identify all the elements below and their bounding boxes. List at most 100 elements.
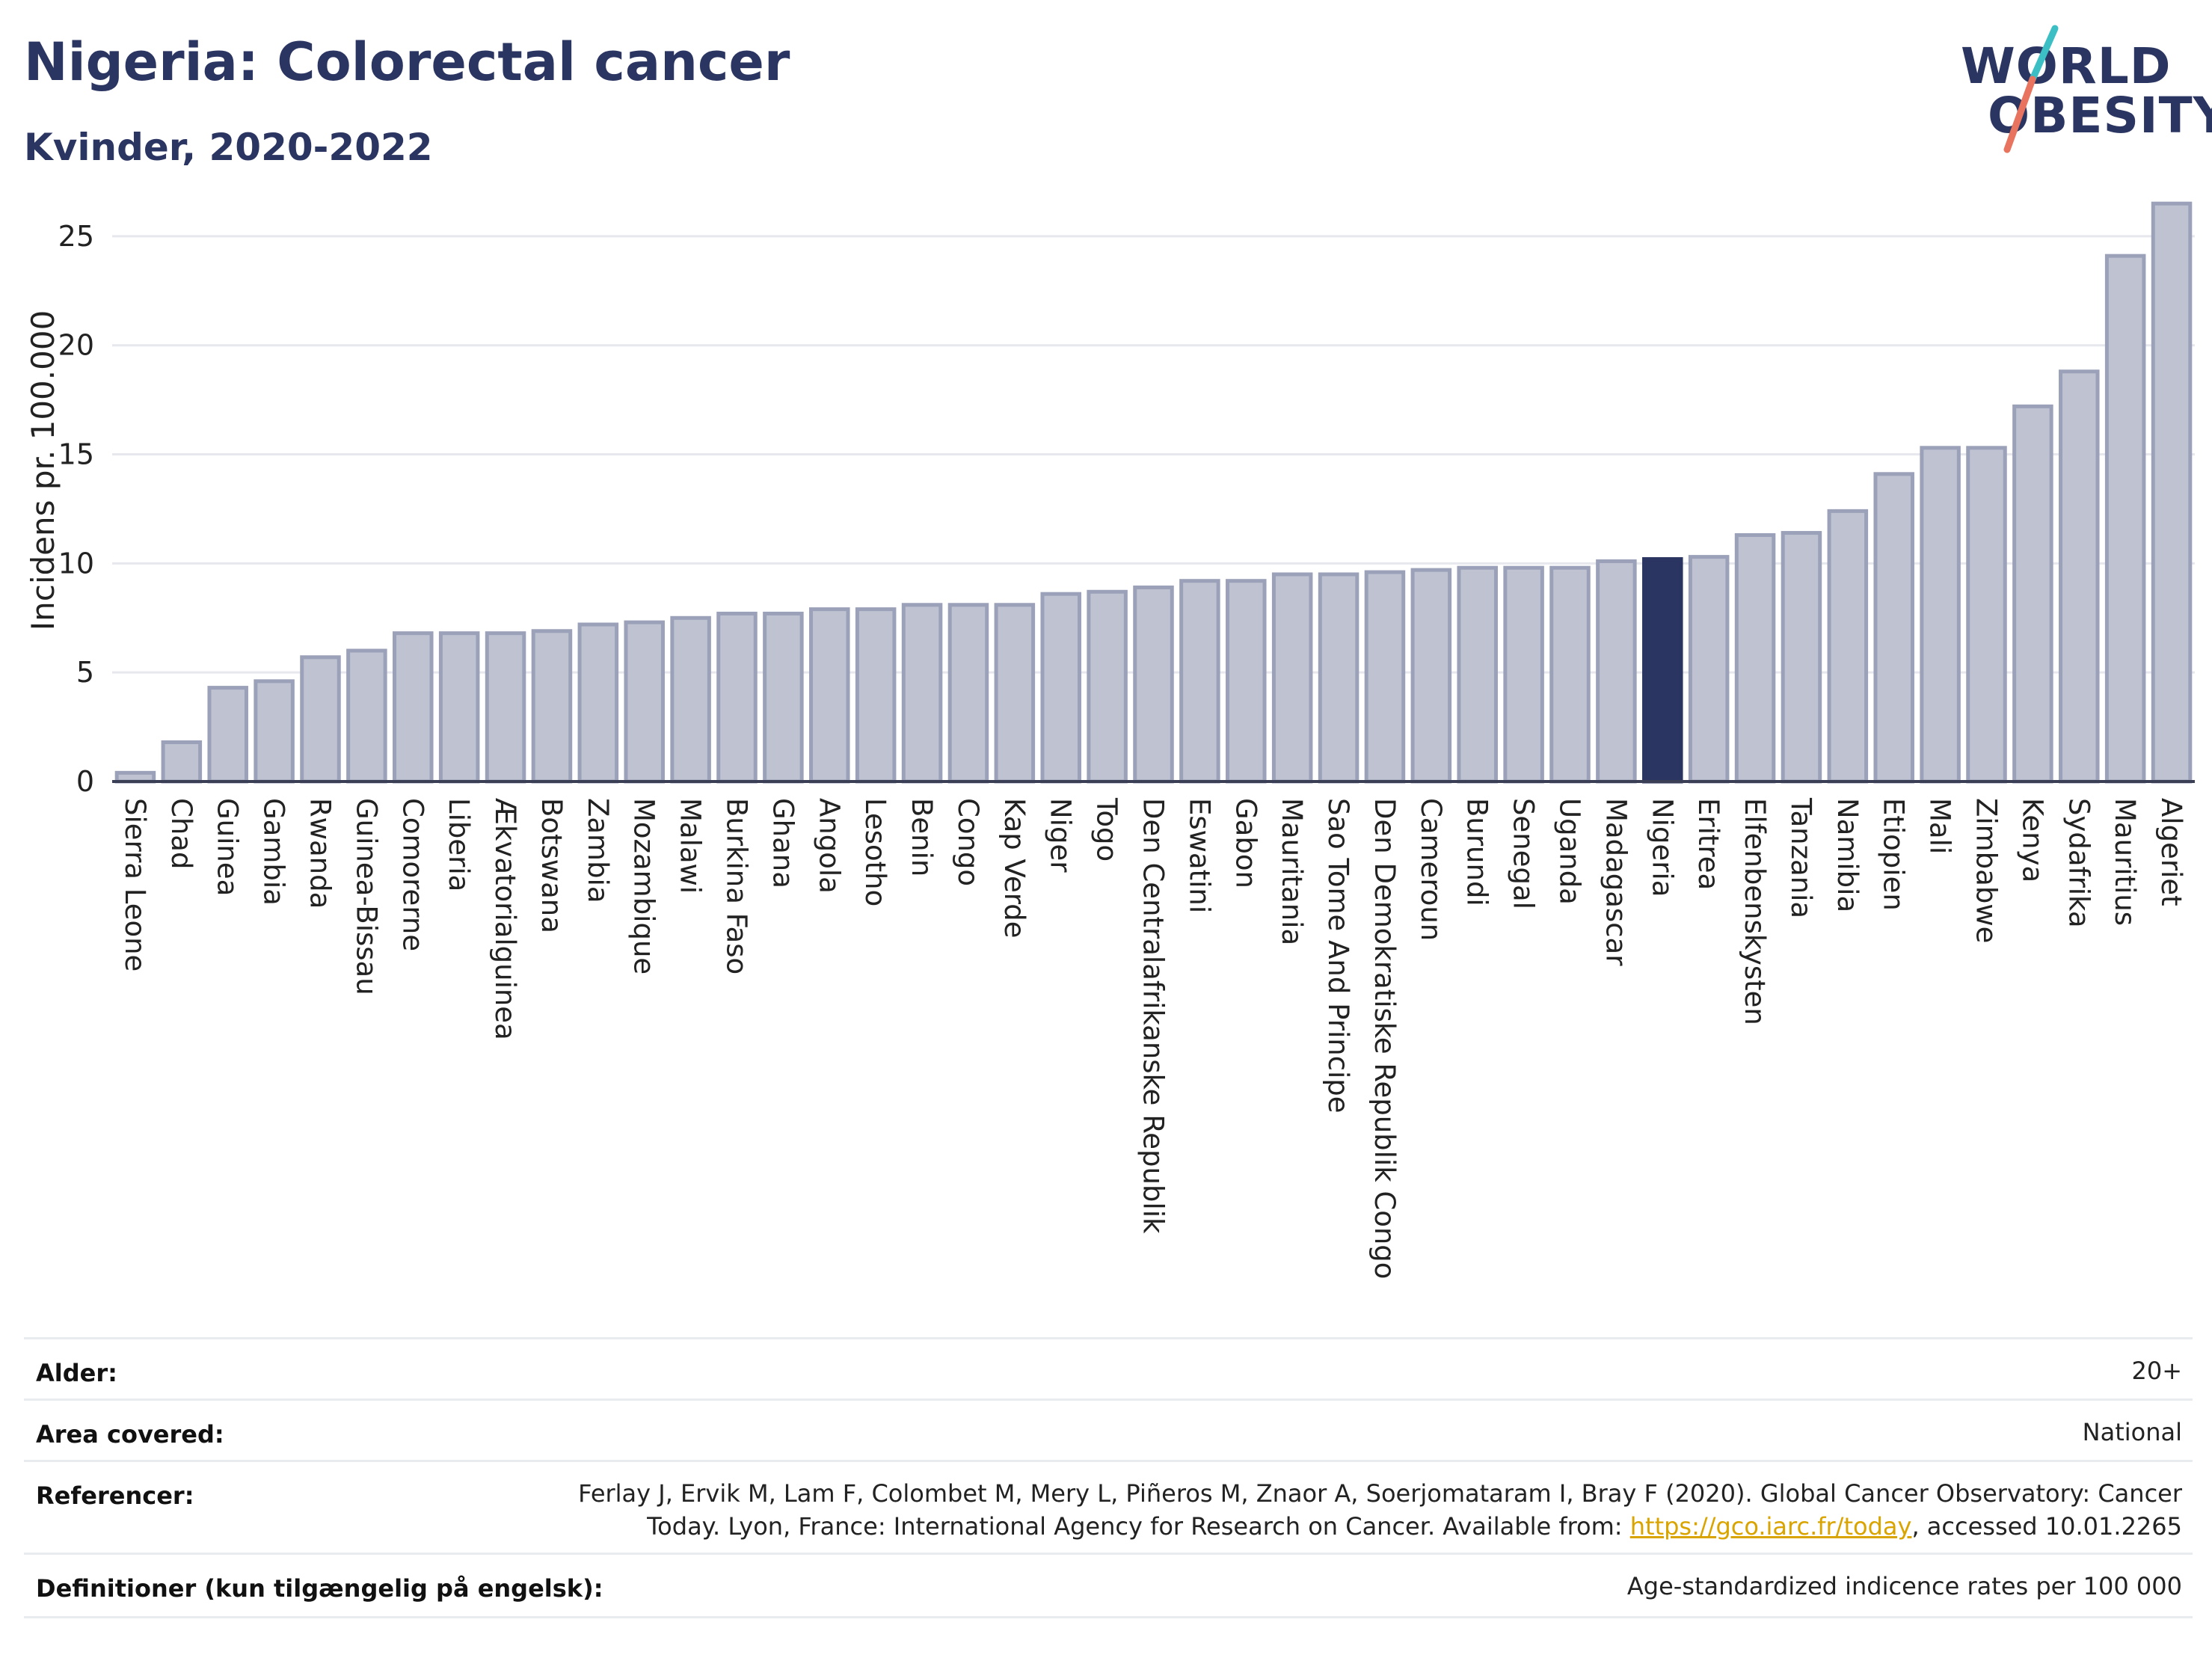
y-tick-label: 10 xyxy=(58,547,94,580)
x-tick-label: Den Centralafrikanske Republik xyxy=(1137,798,1170,1234)
meta-label-age: Alder: xyxy=(36,1359,117,1387)
x-tick-label: Gambia xyxy=(258,798,290,906)
x-tick-label: Lesotho xyxy=(859,798,891,906)
x-tick-label: Guinea xyxy=(212,798,244,896)
bar xyxy=(254,679,295,784)
x-tick-label: Eritrea xyxy=(1692,798,1724,890)
x-tick-label: Chad xyxy=(165,798,197,869)
bar xyxy=(2104,254,2146,784)
y-tick-label: 15 xyxy=(58,438,94,471)
x-tick-label: Botswana xyxy=(535,798,568,933)
x-tick-label: Mali xyxy=(1924,798,1956,854)
x-tick-label: Congo xyxy=(952,798,984,886)
x-tick-label: Burkina Faso xyxy=(721,798,753,974)
bar xyxy=(1827,509,1869,784)
x-tick-label: Namibia xyxy=(1831,798,1864,912)
bar xyxy=(1410,568,1452,784)
bar xyxy=(438,631,480,784)
x-tick-label: Mauritius xyxy=(2109,798,2141,926)
meta-row-references: Referencer: Ferlay J, Ervik M, Lam F, Co… xyxy=(24,1460,2193,1555)
x-tick-label: Benin xyxy=(906,798,938,876)
bar xyxy=(577,622,619,784)
reference-link[interactable]: https://gco.iarc.fr/today xyxy=(1629,1512,1912,1541)
meta-row-area: Area covered: National xyxy=(24,1398,2193,1462)
bar xyxy=(207,686,248,784)
x-tick-label: Guinea-Bissau xyxy=(350,798,382,995)
bar xyxy=(531,629,573,784)
bar xyxy=(2059,369,2100,784)
meta-label-references: Referencer: xyxy=(36,1481,194,1510)
x-tick-label: Rwanda xyxy=(304,798,337,909)
bar xyxy=(1087,589,1128,784)
y-tick-label: 0 xyxy=(76,765,94,798)
x-tick-label: Liberia xyxy=(443,798,475,891)
bar xyxy=(1133,585,1174,784)
bar xyxy=(1781,531,1822,784)
bar xyxy=(1642,557,1683,784)
bar xyxy=(947,603,989,784)
bar xyxy=(1966,446,2007,784)
bar xyxy=(1549,565,1591,784)
x-tick-label: Cameroun xyxy=(1415,798,1447,941)
bar xyxy=(161,740,203,784)
x-tick-label: Mozambique xyxy=(628,798,660,974)
bar xyxy=(485,631,526,784)
bar xyxy=(624,620,665,784)
bar xyxy=(1271,572,1313,784)
bar xyxy=(1920,446,1961,784)
x-tick-label: Ækvatorialguinea xyxy=(489,798,521,1040)
meta-value-references: Ferlay J, Ervik M, Lam F, Colombet M, Me… xyxy=(578,1477,2182,1543)
bar xyxy=(670,615,711,784)
bar xyxy=(1457,565,1498,784)
bar xyxy=(300,655,341,784)
x-tick-label: Elfenbenskysten xyxy=(1739,798,1771,1025)
x-tick-label: Sao Tome And Principe xyxy=(1322,798,1354,1114)
x-tick-label: Etiopien xyxy=(1878,798,1910,911)
x-tick-label: Kenya xyxy=(2016,798,2048,882)
meta-value-area: National xyxy=(2082,1418,2182,1446)
bar xyxy=(1040,592,1081,784)
logo-slash-icon xyxy=(2003,25,2059,153)
bar xyxy=(1318,572,1360,784)
reference-accessed: , accessed 10.01.2265 xyxy=(1911,1512,2182,1541)
x-tick-label: Ghana xyxy=(766,798,799,888)
bar xyxy=(1364,570,1406,784)
bar xyxy=(763,611,804,784)
bar xyxy=(346,648,387,784)
x-tick-label: Zimbabwe xyxy=(1970,798,2003,943)
y-axis-label: Incidens pr. 100.000 xyxy=(25,310,61,631)
meta-label-definitions: Definitioner (kun tilgængelig på engelsk… xyxy=(36,1574,603,1603)
meta-label-area: Area covered: xyxy=(36,1420,224,1449)
x-tick-label: Tanzania xyxy=(1785,797,1817,918)
x-tick-label: Eswatini xyxy=(1183,798,1215,913)
y-tick-label: 20 xyxy=(58,329,94,362)
x-tick-label: Gabon xyxy=(1229,798,1262,888)
bar xyxy=(1503,565,1544,784)
bar xyxy=(809,607,850,784)
x-tick-label: Mauritania xyxy=(1276,798,1308,945)
bar xyxy=(1179,579,1220,784)
reference-line-1: Ferlay J, Ervik M, Lam F, Colombet M, Me… xyxy=(578,1479,2182,1508)
x-tick-label: Uganda xyxy=(1554,798,1586,905)
x-tick-label: Comorerne xyxy=(396,798,428,951)
bar xyxy=(393,631,434,784)
bar xyxy=(716,611,758,784)
x-tick-label: Madagascar xyxy=(1600,798,1632,966)
page-subtitle: Kvinder, 2020-2022 xyxy=(24,126,433,169)
reference-text: Today. Lyon, France: International Agenc… xyxy=(647,1512,1630,1541)
x-tick-label: Sydafrika xyxy=(2062,798,2095,928)
x-tick-label: Angola xyxy=(813,798,845,894)
bar-chart: 0 5 10 15 20 25 Incidens pr. 100.000 Sierra Leo… xyxy=(25,201,2195,1279)
bar xyxy=(1226,579,1267,784)
meta-row-definitions: Definitioner (kun tilgængelig på engelsk… xyxy=(24,1553,2193,1618)
logo-text-world: WORLD xyxy=(1961,37,2172,95)
x-tick-label: Algeriet xyxy=(2155,798,2187,906)
meta-row-age: Alder: 20+ xyxy=(24,1337,2193,1401)
x-tick-label: Nigeria xyxy=(1646,798,1678,897)
x-tick-label: Kap Verde xyxy=(998,798,1030,939)
bar xyxy=(1873,472,1914,784)
page-title: Nigeria: Colorectal cancer xyxy=(24,31,790,93)
x-tick-label: Den Demokratiske Republik Congo xyxy=(1368,798,1401,1279)
x-tick-label: Niger xyxy=(1045,798,1077,873)
bar xyxy=(2151,201,2193,784)
